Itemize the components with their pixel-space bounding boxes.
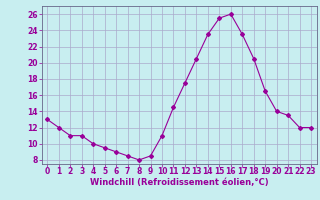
X-axis label: Windchill (Refroidissement éolien,°C): Windchill (Refroidissement éolien,°C) bbox=[90, 178, 268, 187]
